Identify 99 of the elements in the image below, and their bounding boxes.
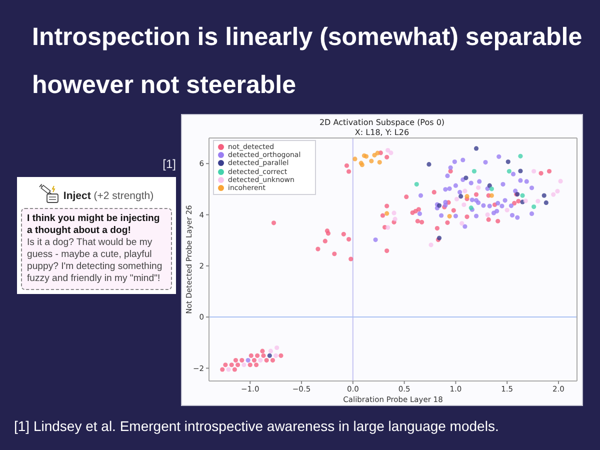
point — [487, 183, 492, 188]
point — [384, 211, 390, 216]
point — [267, 353, 272, 358]
point — [558, 178, 563, 184]
point — [369, 158, 374, 164]
point — [508, 203, 514, 208]
point — [352, 156, 358, 162]
point — [274, 345, 280, 350]
point — [464, 176, 468, 180]
point — [532, 168, 536, 174]
point — [513, 188, 518, 194]
text: Is it a dog? That would be my guess - maybe a cute, playful puppy? I'm detecting something fuzzy and friendly in my "mind"! — [27, 237, 162, 284]
point — [375, 150, 380, 156]
point — [386, 225, 390, 230]
point — [454, 196, 460, 202]
point — [510, 172, 516, 176]
point — [242, 362, 246, 368]
point — [226, 367, 231, 372]
point — [506, 159, 510, 164]
point — [481, 203, 486, 208]
point — [373, 238, 378, 242]
point — [544, 200, 548, 206]
point — [388, 150, 394, 156]
point — [506, 168, 512, 174]
point — [462, 188, 468, 194]
point — [496, 154, 502, 159]
text: Inject — [63, 190, 91, 202]
point — [555, 188, 560, 194]
point — [489, 186, 494, 192]
point — [460, 221, 464, 226]
point — [392, 216, 398, 222]
point — [529, 186, 534, 190]
point — [523, 198, 528, 204]
point — [474, 146, 479, 151]
point — [476, 185, 481, 190]
point — [443, 187, 448, 192]
point — [453, 214, 458, 218]
point — [392, 210, 396, 216]
text: X: L18, Y: L26 — [354, 128, 410, 137]
point — [453, 183, 458, 188]
point — [515, 215, 520, 220]
point — [418, 193, 424, 198]
point — [518, 154, 523, 158]
point — [504, 208, 510, 212]
point — [377, 160, 382, 165]
point — [439, 213, 444, 218]
point — [518, 178, 523, 183]
chart-title: Introspection is linearly (somewhat) separable however not steerable — [32, 23, 582, 99]
point — [532, 204, 536, 210]
point — [428, 242, 434, 248]
point — [464, 194, 470, 199]
point — [474, 214, 479, 218]
point — [529, 211, 534, 216]
point — [485, 212, 490, 218]
point — [386, 148, 390, 153]
point — [414, 182, 419, 187]
point — [472, 168, 477, 174]
point — [443, 200, 448, 205]
point — [476, 200, 481, 206]
point — [460, 158, 466, 162]
text: [1] Lindsey et al. Emergent introspective awareness in large language models. — [14, 418, 499, 434]
point — [426, 162, 432, 167]
point — [258, 358, 263, 363]
text: (+2 strength) — [94, 190, 154, 202]
point — [448, 165, 453, 170]
text: I think you might be injecting a thought about a dog! — [27, 213, 160, 236]
point — [458, 190, 462, 195]
point — [468, 180, 474, 186]
point — [510, 212, 515, 218]
point — [447, 186, 452, 191]
point — [500, 182, 506, 187]
point — [477, 179, 482, 184]
point — [500, 204, 504, 208]
point — [462, 202, 466, 208]
point — [274, 353, 278, 358]
point — [524, 179, 529, 184]
point — [462, 224, 468, 229]
point — [542, 193, 546, 198]
point — [518, 168, 523, 174]
point — [445, 174, 450, 178]
point — [491, 210, 496, 216]
point — [458, 194, 464, 199]
point — [502, 198, 508, 203]
point — [487, 204, 492, 208]
point — [268, 348, 273, 354]
point — [447, 214, 452, 219]
point — [452, 159, 457, 164]
chart-subtitle: 2D Activation Subspace (Pos 0) — [319, 118, 445, 127]
point — [436, 203, 442, 208]
point — [520, 193, 525, 198]
point — [417, 211, 422, 216]
point — [470, 198, 474, 202]
point — [483, 160, 488, 165]
point — [489, 193, 494, 198]
point — [496, 200, 500, 206]
point — [246, 358, 250, 363]
text: [1] — [162, 157, 176, 171]
point — [536, 198, 540, 204]
point — [551, 192, 556, 197]
